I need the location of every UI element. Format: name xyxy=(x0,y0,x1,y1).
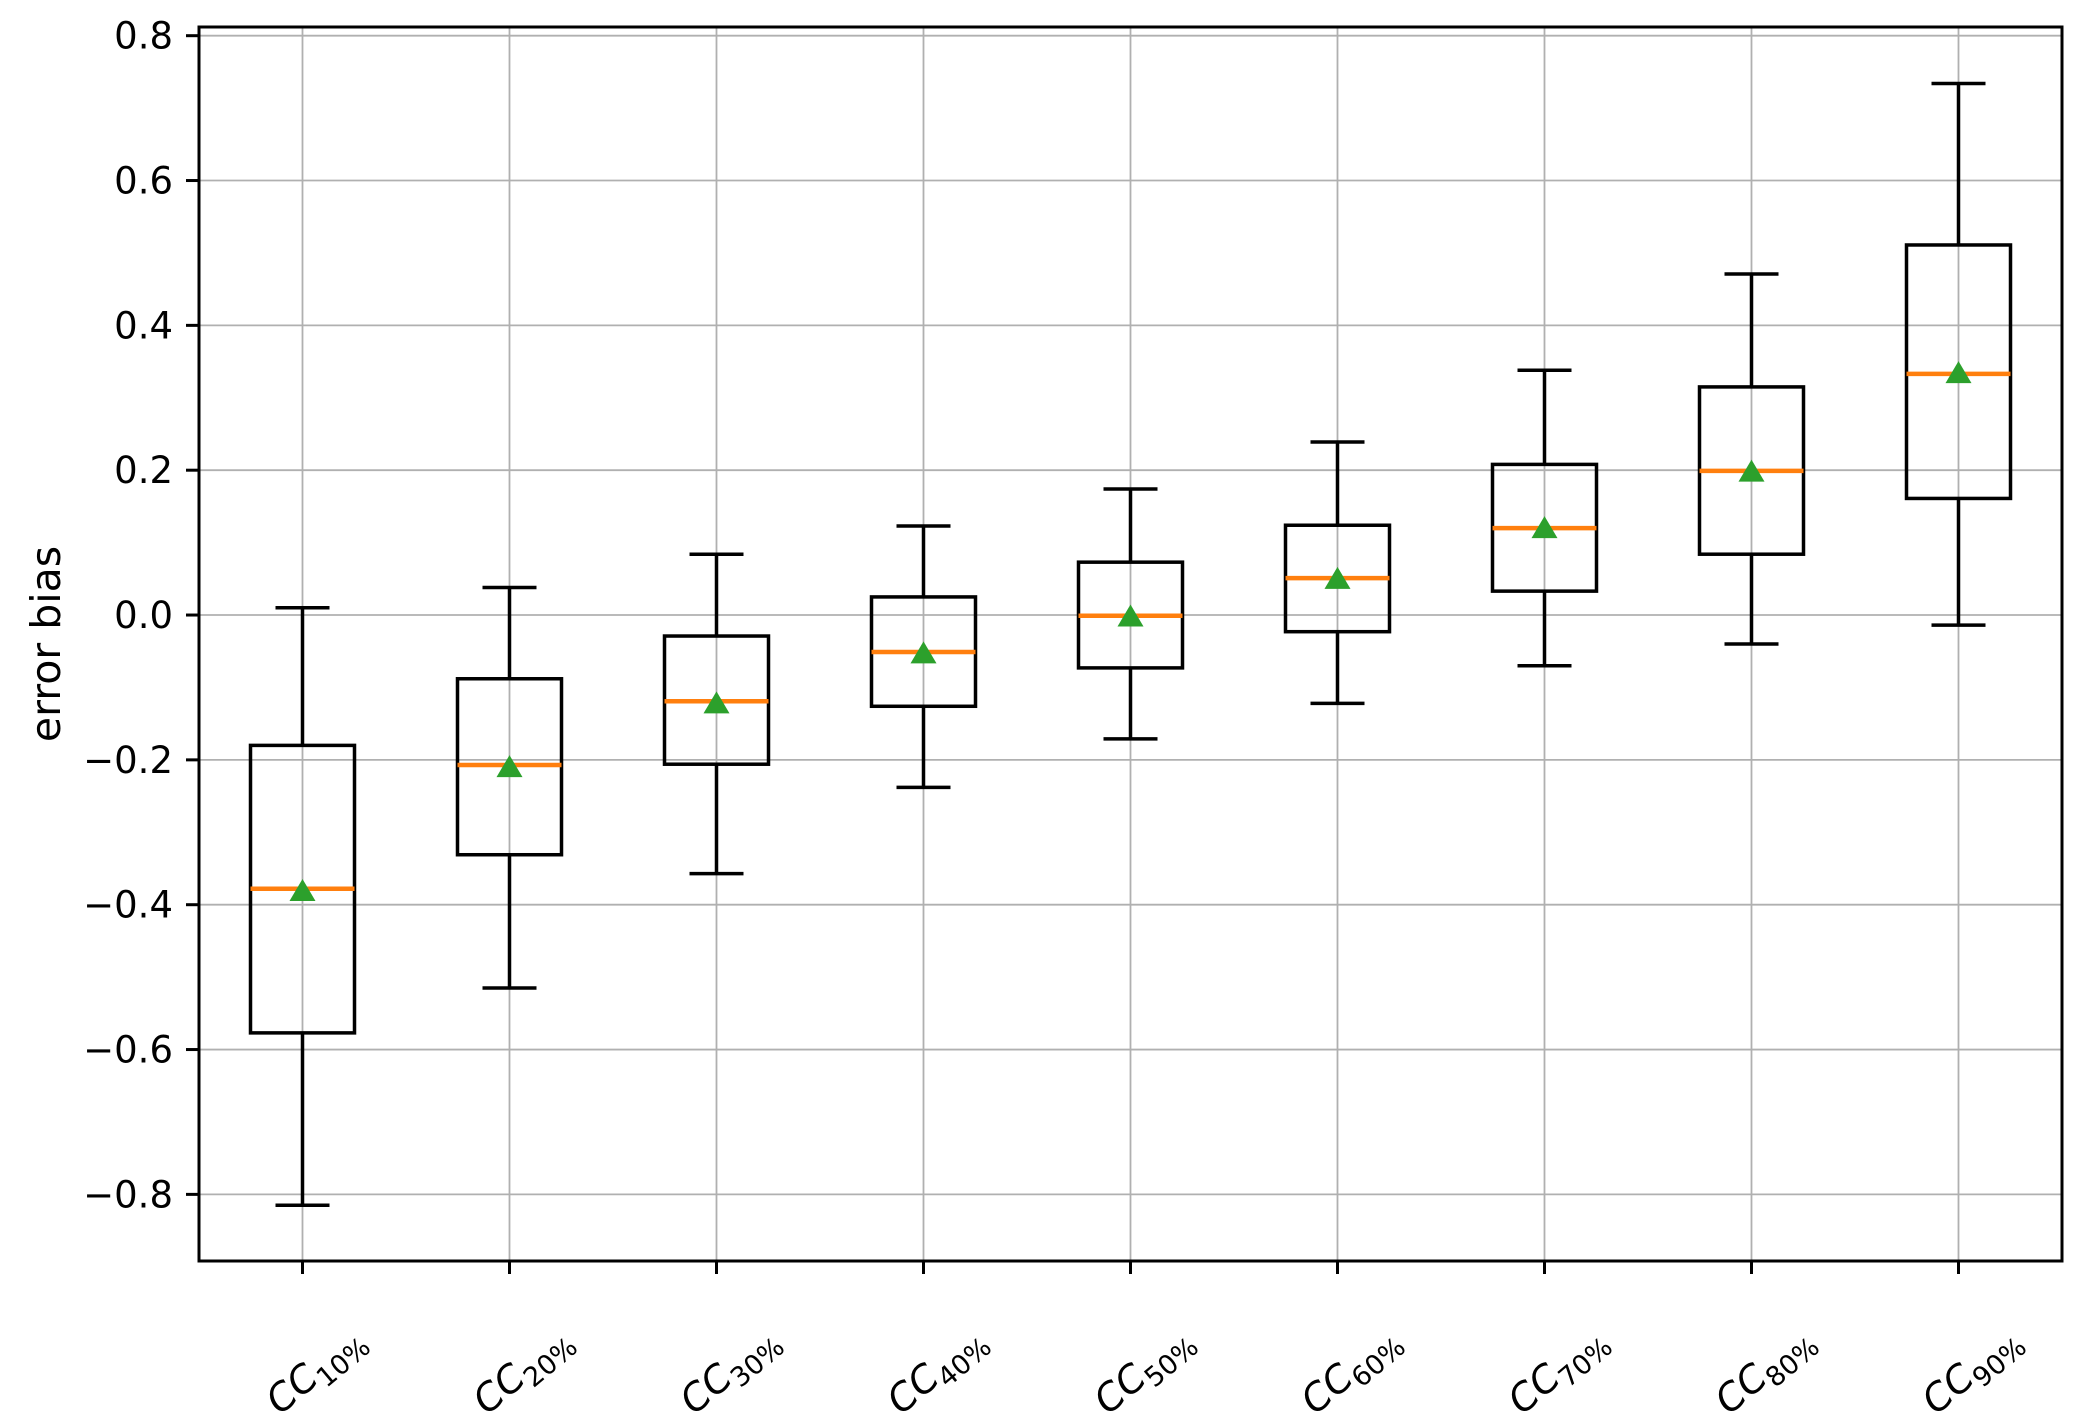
y-tick-label: 0.0 xyxy=(114,594,173,637)
mean-marker xyxy=(1324,566,1351,589)
y-tick-label: 0.2 xyxy=(114,449,173,492)
box-group-CC90% xyxy=(1904,81,2013,627)
mean-marker xyxy=(1945,361,1972,384)
y-tick-label: −0.6 xyxy=(83,1029,173,1072)
box-group-CC20% xyxy=(455,585,564,990)
x-tick-label: CC60% xyxy=(1292,1316,1411,1424)
mean-marker xyxy=(1117,604,1144,627)
box-group-CC10% xyxy=(248,606,357,1207)
box-group-CC50% xyxy=(1076,487,1185,741)
y-tick-label: 0.8 xyxy=(114,15,173,58)
y-axis-label: error bias xyxy=(22,545,70,743)
box-group-CC60% xyxy=(1283,440,1392,706)
box-group-CC70% xyxy=(1490,368,1599,668)
x-tick-label: CC40% xyxy=(878,1316,997,1424)
mean-marker xyxy=(289,878,316,901)
y-tick-label: −0.8 xyxy=(83,1173,173,1216)
x-tick-label: CC10% xyxy=(257,1316,376,1424)
mean-marker xyxy=(1738,459,1765,482)
mean-marker xyxy=(703,691,730,714)
x-tick-label: CC20% xyxy=(464,1316,583,1424)
mean-marker xyxy=(1531,516,1558,539)
y-tick-label: 0.6 xyxy=(114,160,173,203)
mean-marker xyxy=(496,755,523,778)
box-group-CC40% xyxy=(869,524,978,790)
x-tick-label: CC70% xyxy=(1499,1316,1618,1424)
y-tick-label: −0.4 xyxy=(83,884,173,927)
x-tick-label: CC90% xyxy=(1913,1316,2032,1424)
box-group-CC80% xyxy=(1697,272,1806,646)
mean-marker xyxy=(910,641,937,664)
x-tick-label: CC80% xyxy=(1706,1316,1825,1424)
box-group-CC30% xyxy=(662,552,771,876)
y-tick-label: 0.4 xyxy=(114,304,173,347)
y-tick-label: −0.2 xyxy=(83,739,173,782)
x-tick-label: CC30% xyxy=(671,1316,790,1424)
x-tick-label: CC50% xyxy=(1085,1316,1204,1424)
